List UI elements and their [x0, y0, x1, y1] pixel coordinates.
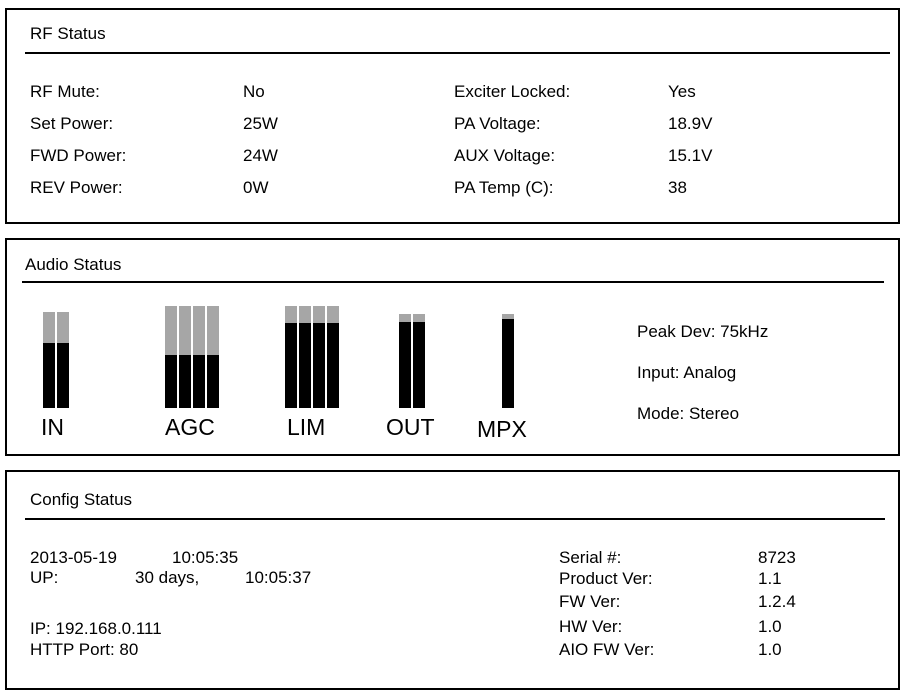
fw-ver-value: 1.2.4 — [758, 592, 796, 611]
http-port-text: HTTP Port: 80 — [30, 640, 139, 659]
product-ver-label: Product Ver: — [559, 569, 653, 588]
meter-fill — [327, 323, 339, 408]
meter-bar — [165, 306, 177, 408]
uptime-days: 30 days, — [135, 568, 200, 587]
aux-voltage-label: AUX Voltage: — [454, 146, 556, 165]
meter-bar — [399, 314, 411, 408]
config-status-divider — [25, 518, 885, 520]
exciter-locked-label: Exciter Locked: — [454, 82, 571, 101]
config-status-title: Config Status — [30, 490, 133, 509]
time-text: 10:05:35 — [172, 548, 239, 567]
audio-status-title: Audio Status — [25, 255, 122, 274]
audio-status-divider — [22, 281, 884, 283]
aux-voltage-value: 15.1V — [668, 146, 713, 165]
meter-label-lim: LIM — [287, 414, 326, 440]
meter-fill — [43, 342, 55, 408]
meter-fill — [285, 323, 297, 408]
aio-fw-ver-value: 1.0 — [758, 640, 782, 659]
hw-ver-value: 1.0 — [758, 617, 782, 636]
pa-voltage-label: PA Voltage: — [454, 114, 541, 133]
meter-fill — [502, 318, 514, 408]
rf-mute-value: No — [243, 82, 265, 101]
fw-ver-label: FW Ver: — [559, 592, 621, 611]
meter-bar — [285, 306, 297, 408]
config-status-panel: Config Status 2013-05-19 10:05:35 UP: 30… — [5, 470, 900, 690]
meter-bar — [413, 314, 425, 408]
meter-label-out: OUT — [386, 414, 435, 440]
meter-fill — [413, 321, 425, 408]
rf-status-title: RF Status — [30, 24, 106, 43]
pa-temp-value: 38 — [668, 178, 687, 197]
peak-dev-text: Peak Dev: 75kHz — [637, 322, 769, 341]
set-power-value: 25W — [243, 114, 278, 133]
meter-fill — [165, 354, 177, 408]
meter-bar — [502, 314, 514, 408]
uptime-time: 10:05:37 — [245, 568, 312, 587]
set-power-label: Set Power: — [30, 114, 114, 133]
serial-value: 8723 — [758, 548, 796, 567]
date-text: 2013-05-19 — [30, 548, 117, 567]
meter-bar — [193, 306, 205, 408]
pa-voltage-value: 18.9V — [668, 114, 713, 133]
rf-mute-label: RF Mute: — [30, 82, 100, 101]
meter-label-in: IN — [41, 414, 64, 440]
uptime-label: UP: — [30, 568, 59, 587]
meter-fill — [179, 354, 191, 408]
meter-bar — [57, 312, 69, 408]
input-text: Input: Analog — [637, 363, 737, 382]
meter-fill — [299, 323, 311, 408]
meter-bar — [207, 306, 219, 408]
product-ver-value: 1.1 — [758, 569, 782, 588]
meter-fill — [313, 323, 325, 408]
meter-fill — [193, 354, 205, 408]
aio-fw-ver-label: AIO FW Ver: — [559, 640, 655, 659]
fwd-power-label: FWD Power: — [30, 146, 127, 165]
ip-text: IP: 192.168.0.111 — [30, 619, 162, 638]
meter-label-mpx: MPX — [477, 416, 527, 442]
meter-label-agc: AGC — [165, 414, 215, 440]
mode-text: Mode: Stereo — [637, 404, 740, 423]
meter-bar — [43, 312, 55, 408]
rev-power-value: 0W — [243, 178, 269, 197]
meter-fill — [207, 354, 219, 408]
hw-ver-label: HW Ver: — [559, 617, 623, 636]
audio-status-panel: Audio Status IN AGC LIM OUT MPX Peak Dev… — [5, 238, 900, 456]
pa-temp-label: PA Temp (C): — [454, 178, 554, 197]
rf-status-divider — [25, 52, 890, 54]
fwd-power-value: 24W — [243, 146, 278, 165]
meter-bar — [299, 306, 311, 408]
rf-status-panel: RF Status RF Mute: No Exciter Locked: Ye… — [5, 8, 900, 224]
meter-bar — [327, 306, 339, 408]
meter-fill — [57, 342, 69, 408]
rev-power-label: REV Power: — [30, 178, 123, 197]
serial-label: Serial #: — [559, 548, 622, 567]
meter-bar — [313, 306, 325, 408]
meter-fill — [399, 321, 411, 408]
exciter-locked-value: Yes — [668, 82, 696, 101]
meter-bar — [179, 306, 191, 408]
